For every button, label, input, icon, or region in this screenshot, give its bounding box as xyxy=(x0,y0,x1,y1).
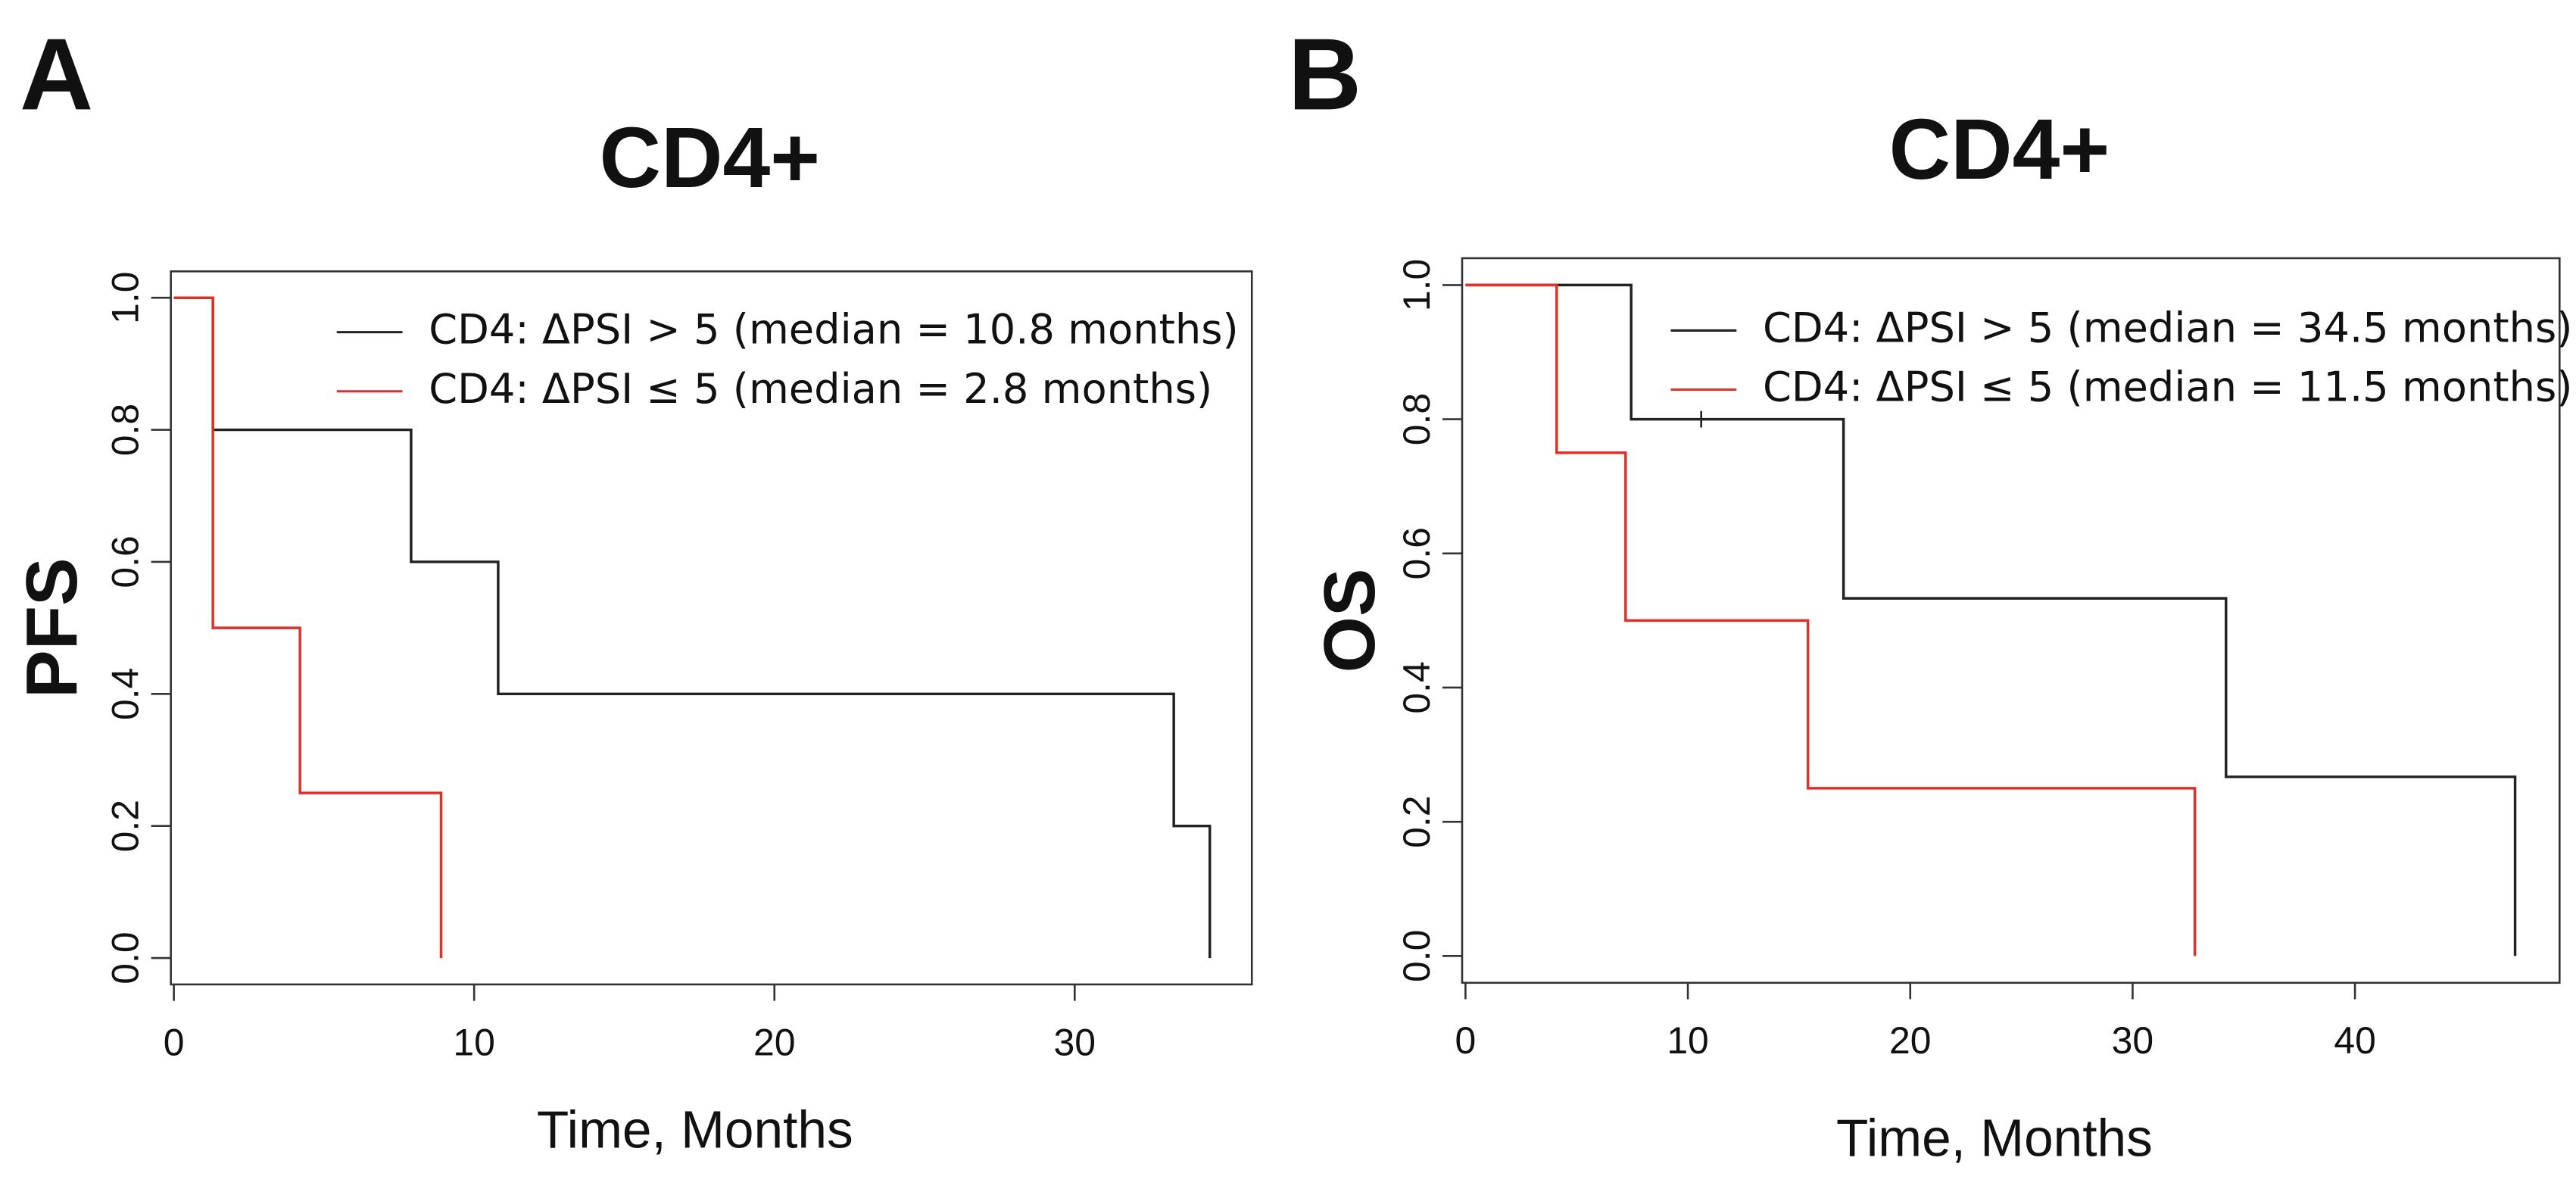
plot-frame xyxy=(1461,257,2561,984)
y-tick-label: 0.2 xyxy=(1396,795,1438,847)
legend-label: CD4: ΔPSI > 5 (median = 10.8 months) xyxy=(429,306,1238,354)
chart-title: CD4+ xyxy=(600,110,821,205)
y-tick-label: 1.0 xyxy=(104,272,146,324)
y-tick-label: 0.0 xyxy=(1396,930,1438,982)
x-axis-label: Time, Months xyxy=(537,1100,853,1159)
x-tick-label: 20 xyxy=(1889,1019,1931,1062)
y-tick-label: 0.2 xyxy=(104,800,146,852)
survival-curve xyxy=(173,296,443,959)
x-tick-label: 30 xyxy=(1054,1021,1096,1063)
legend-label: CD4: ΔPSI > 5 (median = 34.5 months) xyxy=(1763,304,2572,352)
y-tick-label: 0.0 xyxy=(104,931,146,984)
chart-title: CD4+ xyxy=(1889,101,2110,197)
y-axis-label: PFS xyxy=(12,557,92,698)
legend-label: CD4: ΔPSI ≤ 5 (median = 2.8 months) xyxy=(429,365,1212,413)
plot-frame xyxy=(170,270,1253,986)
x-tick-label: 0 xyxy=(1455,1019,1477,1062)
x-tick-label: 20 xyxy=(753,1021,796,1063)
y-tick-label: 0.6 xyxy=(104,535,146,588)
panel-letter: B xyxy=(1288,17,1361,131)
censor-mark xyxy=(1692,410,1710,428)
panel-letter: A xyxy=(20,17,93,131)
survival-curve xyxy=(1465,283,2197,956)
x-tick-label: 10 xyxy=(453,1021,495,1063)
y-tick-label: 0.8 xyxy=(104,404,146,456)
y-tick-label: 1.0 xyxy=(1396,259,1438,311)
y-tick-label: 0.4 xyxy=(104,668,146,720)
y-tick-label: 0.8 xyxy=(1396,393,1438,445)
x-axis-label: Time, Months xyxy=(1836,1109,2153,1168)
x-tick-label: 10 xyxy=(1667,1019,1709,1062)
legend-label: CD4: ΔPSI ≤ 5 (median = 11.5 months) xyxy=(1763,363,2572,411)
y-tick-label: 0.4 xyxy=(1396,661,1438,713)
survival-curve xyxy=(1465,283,2517,956)
y-tick-label: 0.6 xyxy=(1396,527,1438,579)
x-tick-label: 30 xyxy=(2112,1019,2154,1062)
y-axis-label: OS xyxy=(1310,568,1390,672)
x-tick-label: 0 xyxy=(164,1021,185,1063)
x-tick-label: 40 xyxy=(2334,1019,2376,1062)
